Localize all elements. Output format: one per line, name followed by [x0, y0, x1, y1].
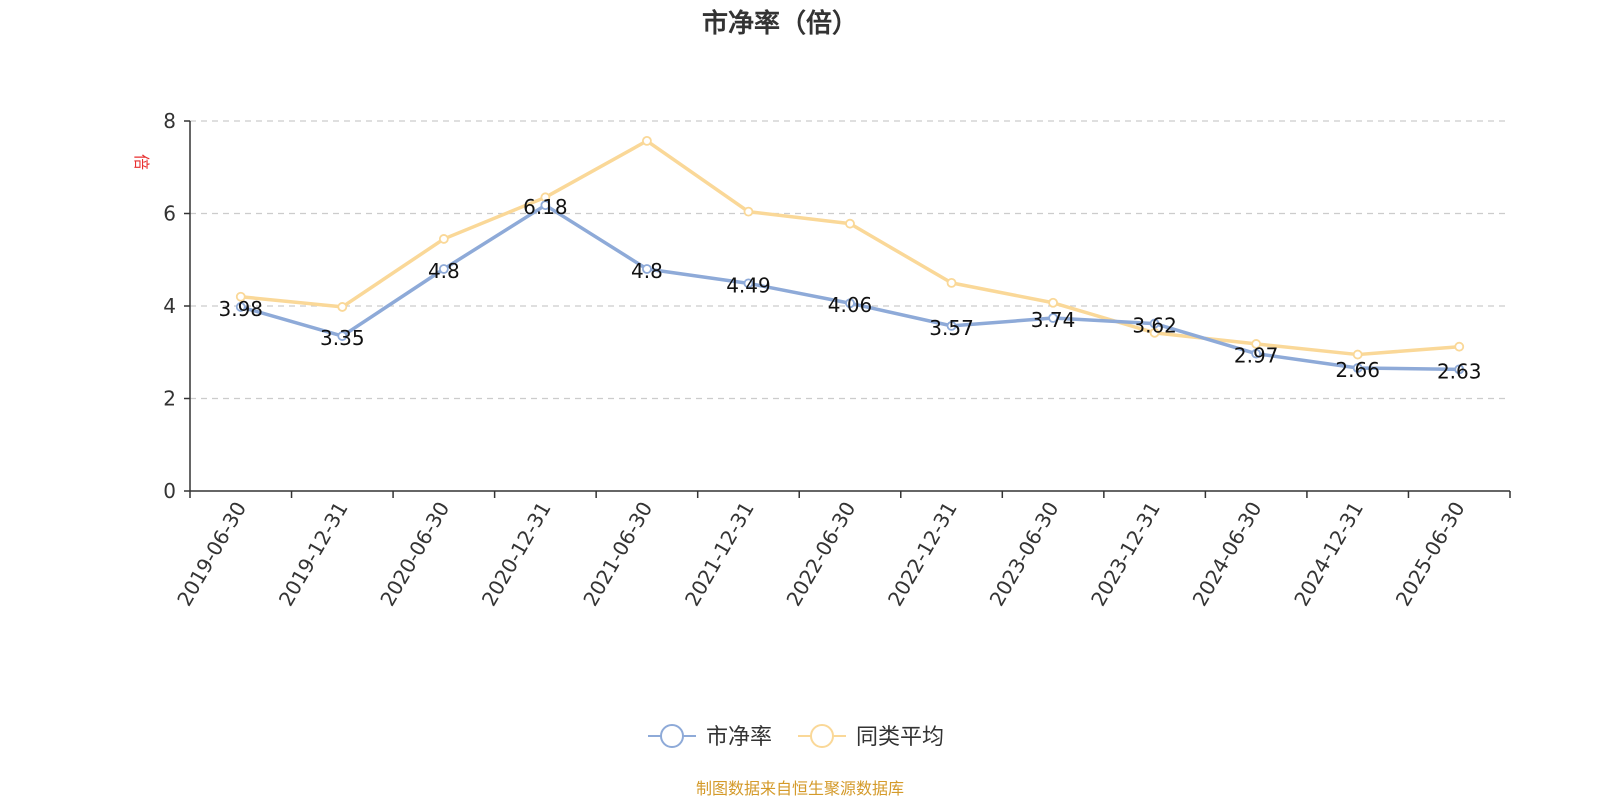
- data-label: 3.62: [1132, 314, 1177, 338]
- data-point[interactable]: [743, 278, 754, 289]
- data-point[interactable]: [946, 320, 957, 331]
- data-point[interactable]: [540, 200, 551, 211]
- data-point[interactable]: [438, 234, 449, 244]
- data-point[interactable]: [1048, 313, 1058, 323]
- data-point[interactable]: [1048, 297, 1058, 308]
- data-label: 3.57: [929, 316, 974, 340]
- x-tick-label: 2019-12-31: [274, 498, 353, 611]
- series-line-1: [240, 139, 1460, 357]
- data-point[interactable]: [642, 135, 652, 146]
- x-tick-label: 2019-06-30: [172, 498, 251, 611]
- legend-marker-icon: [810, 724, 834, 748]
- x-tick-label: 2024-12-31: [1289, 498, 1368, 611]
- data-point[interactable]: [337, 302, 348, 312]
- y-tick-label: 8: [163, 109, 176, 133]
- data-point[interactable]: [1352, 363, 1363, 373]
- data-label: 2.66: [1335, 358, 1380, 382]
- data-point[interactable]: [743, 206, 754, 217]
- data-labels: 3.98 3.35 4.8 6.18 4.8 4.49 4.06 3.57 3.74 3.62 2.…: [219, 195, 1482, 383]
- legend-item-1[interactable]: 同类平均: [798, 724, 944, 750]
- data-label: 2.97: [1234, 344, 1279, 368]
- x-tick-label: 2023-12-31: [1086, 498, 1165, 611]
- source-note: 制图数据来自恒生聚源数据库: [696, 779, 904, 798]
- data-label: 2.63: [1437, 359, 1482, 383]
- data-label: 6.18: [523, 195, 568, 219]
- data-point[interactable]: [438, 264, 449, 274]
- data-label: 3.74: [1031, 308, 1076, 332]
- data-point[interactable]: [1454, 364, 1465, 375]
- x-tick-label: 2025-06-30: [1391, 498, 1470, 611]
- x-tick-label: 2022-06-30: [781, 498, 860, 611]
- data-label: 4.8: [428, 259, 460, 283]
- data-point[interactable]: [1251, 339, 1262, 349]
- series-lines: [235, 135, 1465, 375]
- y-tick-label: 6: [163, 202, 176, 226]
- chart-title: 市净率（倍）: [702, 8, 858, 39]
- data-point[interactable]: [642, 264, 652, 274]
- x-tick-label: 2021-12-31: [680, 498, 759, 611]
- data-label: 3.98: [219, 297, 264, 321]
- data-point[interactable]: [337, 331, 348, 341]
- data-point[interactable]: [1454, 341, 1465, 352]
- legend-label: 市净率: [706, 725, 772, 750]
- y-tick-label: 4: [163, 294, 176, 318]
- x-tick-label: 2020-06-30: [375, 498, 454, 611]
- data-point[interactable]: [1149, 327, 1160, 338]
- y-axis-unit: 倍: [132, 154, 151, 170]
- legend-item-0[interactable]: 市净率: [648, 724, 772, 750]
- x-tick-label: 2022-12-31: [883, 498, 962, 611]
- data-point[interactable]: [845, 298, 855, 309]
- data-point[interactable]: [946, 277, 957, 288]
- data-label: 4.8: [631, 259, 663, 283]
- y-tick-label: 0: [163, 479, 176, 503]
- legend-marker-icon: [660, 724, 684, 748]
- legend[interactable]: 市净率 同类平均: [648, 724, 944, 750]
- data-label: 4.49: [726, 273, 771, 297]
- x-tick-label: 2021-06-30: [578, 498, 657, 611]
- legend-label: 同类平均: [856, 725, 944, 750]
- data-point[interactable]: [845, 218, 855, 229]
- data-point[interactable]: [235, 291, 246, 302]
- data-point[interactable]: [1251, 348, 1262, 359]
- data-label: 4.06: [828, 293, 873, 317]
- data-point[interactable]: [1352, 349, 1363, 360]
- grid-lines: [190, 120, 1510, 400]
- data-label: 3.35: [320, 326, 365, 350]
- x-tick-label: 2024-06-30: [1188, 498, 1267, 611]
- data-point[interactable]: [1149, 318, 1160, 329]
- y-tick-label: 2: [163, 387, 176, 411]
- data-point[interactable]: [235, 302, 246, 312]
- x-tick-label: 2020-12-31: [477, 498, 556, 611]
- x-tick-label: 2023-06-30: [985, 498, 1064, 611]
